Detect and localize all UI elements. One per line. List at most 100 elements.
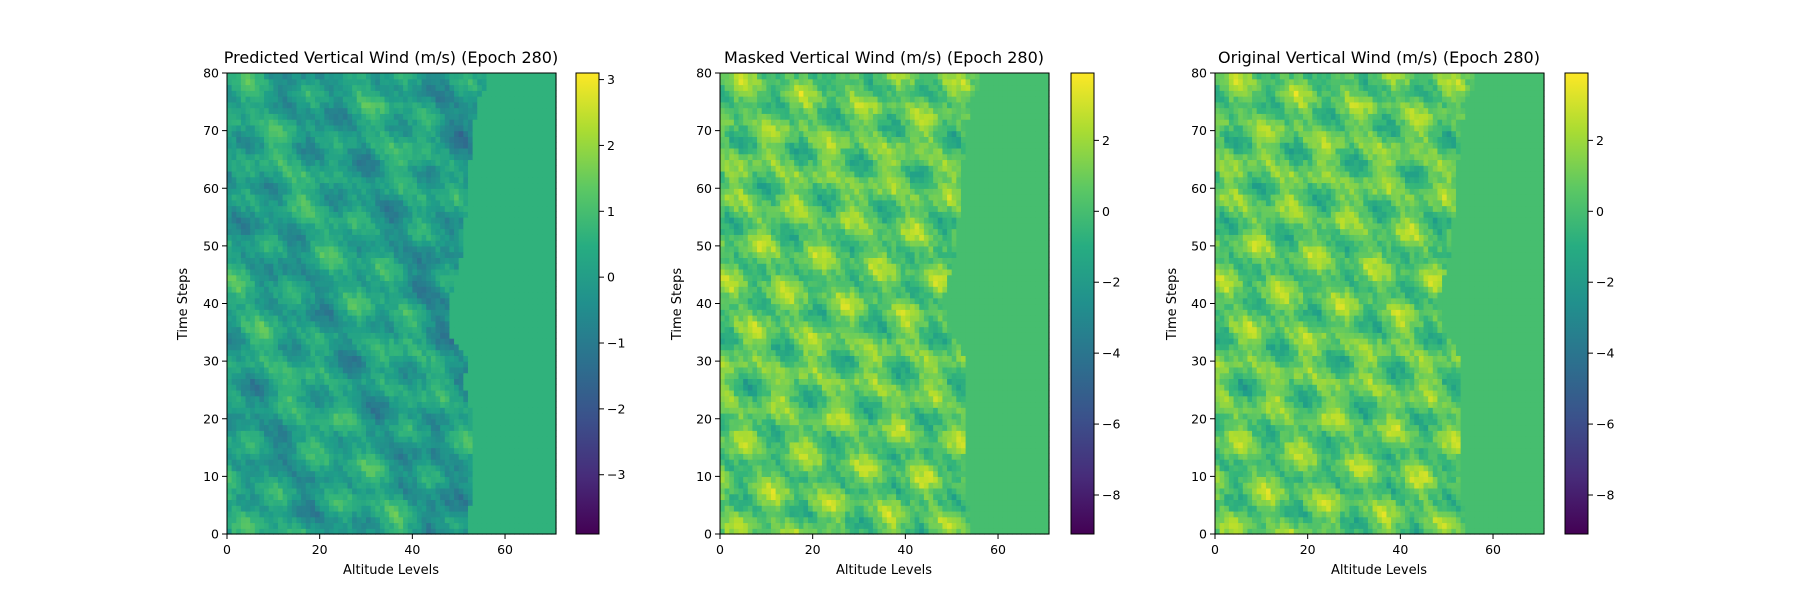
heatmap-cell <box>416 217 423 224</box>
heatmap-cell <box>236 436 242 443</box>
heatmap-cell <box>277 482 284 489</box>
heatmap-cell <box>393 476 400 483</box>
heatmap-cell <box>384 459 390 466</box>
heatmap-cell <box>523 453 529 460</box>
heatmap-cell <box>514 280 520 287</box>
heatmap-cell <box>338 372 344 380</box>
heatmap-cell <box>366 194 372 201</box>
heatmap-cell <box>514 505 520 512</box>
heatmap-cell <box>291 245 298 253</box>
heatmap-cell <box>393 487 400 495</box>
heatmap-cell <box>259 505 265 512</box>
heatmap-cell <box>542 303 548 310</box>
heatmap-cell <box>296 389 302 397</box>
heatmap-cell <box>291 320 298 328</box>
heatmap-cell <box>472 361 478 368</box>
heatmap-cell <box>407 315 413 322</box>
heatmap-cell <box>379 211 386 218</box>
heatmap-cell <box>231 251 237 258</box>
heatmap-cell <box>287 361 293 368</box>
heatmap-cell <box>416 268 423 276</box>
heatmap-cell <box>477 412 483 420</box>
heatmap-cell <box>328 153 335 161</box>
heatmap-cell <box>268 268 274 276</box>
heatmap-cell <box>481 130 488 137</box>
heatmap-cell <box>430 372 437 380</box>
heatmap-cell <box>546 217 552 224</box>
heatmap-cell <box>315 441 321 449</box>
heatmap-cell <box>375 159 381 166</box>
heatmap-cell <box>333 234 339 241</box>
heatmap-cell <box>301 159 307 166</box>
heatmap-cell <box>338 147 344 155</box>
heatmap-cell <box>338 165 344 172</box>
heatmap-cell <box>523 222 529 230</box>
heatmap-cell <box>495 194 501 201</box>
heatmap-cell <box>338 315 344 322</box>
heatmap-cell <box>403 326 409 333</box>
heatmap-cell <box>537 522 543 529</box>
heatmap-cell <box>352 499 358 506</box>
heatmap-cell <box>333 188 339 195</box>
heatmap-cell <box>440 464 446 472</box>
heatmap-cell <box>315 286 321 293</box>
heatmap-cell <box>259 372 265 380</box>
heatmap-cell <box>305 130 311 137</box>
heatmap-cell <box>254 188 261 195</box>
heatmap-cell <box>268 372 274 380</box>
heatmap-cell <box>472 194 478 201</box>
heatmap-cell <box>319 528 325 535</box>
heatmap-cell <box>291 153 298 161</box>
heatmap-cell <box>537 349 543 356</box>
heatmap-cell <box>454 245 460 253</box>
heatmap-cell <box>310 493 316 501</box>
heatmap-cell <box>551 522 557 529</box>
heatmap-cell <box>454 424 460 431</box>
heatmap-cell <box>342 476 349 483</box>
heatmap-cell <box>375 165 381 172</box>
heatmap-cell <box>250 147 256 155</box>
heatmap-cell <box>444 528 451 535</box>
heatmap-cell <box>291 361 298 368</box>
heatmap-cell <box>435 228 441 235</box>
heatmap-cell <box>236 257 242 264</box>
heatmap-cell <box>481 274 488 282</box>
heatmap-cell <box>458 170 464 178</box>
heatmap-cell <box>430 453 437 460</box>
heatmap-cell <box>537 493 543 501</box>
heatmap-cell <box>472 142 478 149</box>
heatmap-cell <box>440 309 446 316</box>
heatmap-cell <box>264 153 270 161</box>
heatmap-cell <box>245 280 251 287</box>
heatmap-cell <box>250 378 256 385</box>
heatmap-cell <box>273 355 279 362</box>
heatmap-cell <box>500 470 506 477</box>
heatmap-cell <box>333 240 339 247</box>
heatmap-cell <box>282 493 288 501</box>
heatmap-cell <box>356 349 362 356</box>
heatmap-cell <box>259 234 265 241</box>
heatmap-cell <box>421 516 427 524</box>
heatmap-cell <box>347 228 353 235</box>
heatmap-cell <box>537 424 543 431</box>
heatmap-cell <box>305 453 311 460</box>
heatmap-cell <box>546 251 552 258</box>
heatmap-cell <box>542 142 548 149</box>
heatmap-cell <box>546 343 552 351</box>
heatmap-cell <box>477 384 483 391</box>
heatmap-cell <box>509 188 515 195</box>
heatmap-cell <box>305 378 311 385</box>
heatmap-cell <box>366 315 372 322</box>
heatmap-cell <box>537 165 543 172</box>
heatmap-cell <box>291 447 298 454</box>
heatmap-cell <box>287 274 293 282</box>
heatmap-cell <box>403 372 409 380</box>
heatmap-cell <box>384 395 390 403</box>
heatmap-cell <box>259 257 265 264</box>
heatmap-cell <box>523 291 529 299</box>
heatmap-cell <box>361 251 367 258</box>
heatmap-cell <box>435 159 441 166</box>
heatmap-cell <box>532 130 539 137</box>
heatmap-cell <box>370 528 376 535</box>
heatmap-cell <box>546 228 552 235</box>
